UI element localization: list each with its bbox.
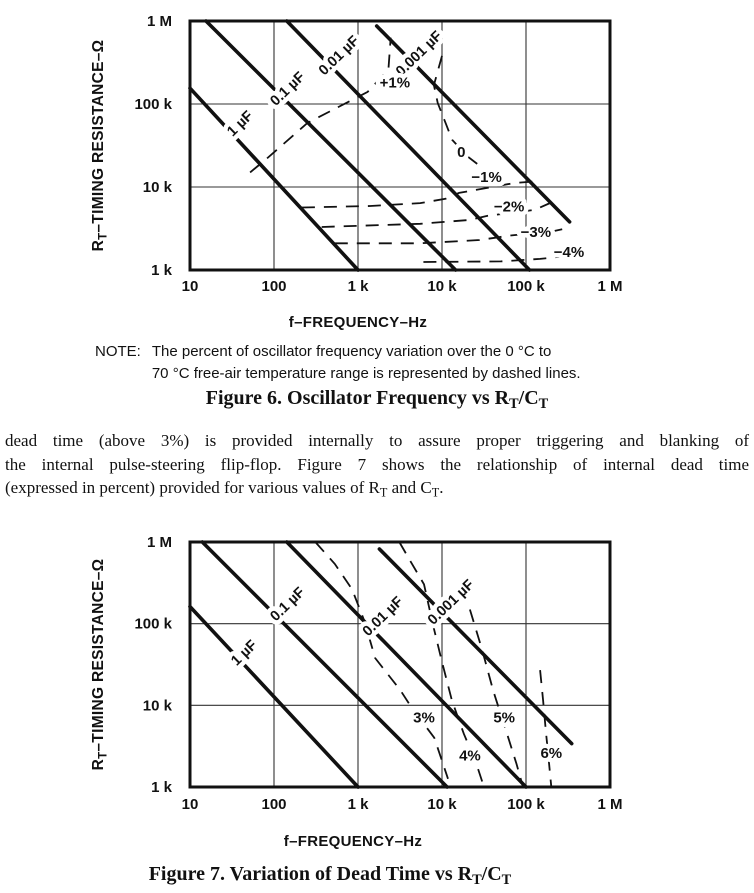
x-tick-100-k: 100 k (507, 278, 545, 295)
x-tick-100: 100 (261, 796, 286, 813)
x-tick-10: 10 (182, 278, 199, 295)
x-axis-title: f–FREQUENCY–Hz (289, 314, 427, 331)
x-tick-100-k: 100 k (507, 796, 545, 813)
series-line-0.001-F (377, 547, 574, 746)
y-tick-1-k: 1 k (151, 262, 173, 279)
figure6-chart: 1 µF0.1 µF0.01 µF 0.001 µF+1%0−1%−2%−3%−4… (90, 13, 623, 331)
series-line-1-F (188, 604, 360, 789)
series-line-0.1-F (200, 540, 449, 789)
contour-label-+1%: +1% (380, 75, 410, 92)
caption6-text: Figure 6. Oscillator Frequency vs R (205, 387, 510, 409)
contour-label-4%: 4% (459, 748, 481, 765)
x-tick-1-k: 1 k (348, 796, 370, 813)
y-tick-1-M: 1 M (147, 13, 172, 30)
caption7-sub2: T (501, 872, 512, 889)
x-tick-10-k: 10 k (427, 278, 457, 295)
contour-line-5% (469, 609, 524, 788)
note-text: The percent of oscillator frequency vari… (152, 341, 581, 385)
figure7-chart: 1 µF0.1 µF 0.01 µF 0.001 µF3%4%5%6%10 100 1 … (90, 534, 623, 850)
y-axis-title: RT–TIMING RESISTANCE–Ω (90, 40, 110, 252)
x-tick-100: 100 (261, 278, 286, 295)
x-tick-10-k: 10 k (427, 796, 457, 813)
contour-line-3% (314, 541, 449, 780)
caption6-sub1: T (509, 396, 519, 413)
body-line3: (expressed in percent) provided for vari… (5, 478, 444, 500)
contour-line-+1% (249, 37, 392, 174)
note-label: NOTE: (95, 343, 141, 360)
series-label-1-F: 1 µF (224, 108, 256, 140)
series-label-0.01-F: 0.01 µF (360, 594, 407, 640)
series-line-0.01-F (284, 19, 532, 272)
contour-label--2%: −2% (494, 198, 524, 215)
figure7-caption: Figure 7. Variation of Dead Time vs RT/C… (0, 863, 660, 889)
series-line-0.1-F (204, 19, 458, 272)
note-line2: 70 °C free-air temperature range is repr… (151, 365, 581, 382)
contour-line--1% (301, 180, 534, 209)
y-tick-1-M: 1 M (147, 534, 172, 551)
x-tick-1-M: 1 M (597, 278, 622, 295)
caption7-sub1: T (472, 872, 482, 889)
caption7-text2: /C (481, 863, 502, 885)
y-tick-1-k: 1 k (151, 779, 173, 796)
y-tick-10-k: 10 k (143, 697, 173, 714)
series-line-1-F (188, 86, 360, 272)
contour-label-3%: 3% (413, 709, 435, 726)
contour-line-4% (398, 541, 485, 788)
series-line-0.001-F (374, 24, 572, 224)
y-tick-100-k: 100 k (134, 616, 172, 633)
y-tick-100-k: 100 k (134, 96, 172, 113)
figure6-caption: Figure 6. Oscillator Frequency vs RT/CT (0, 387, 754, 413)
x-tick-1-M: 1 M (597, 796, 622, 813)
x-tick-10: 10 (182, 796, 199, 813)
contour-line-6% (539, 670, 553, 788)
series-line-0.01-F (284, 540, 528, 789)
x-tick-1-k: 1 k (348, 278, 370, 295)
y-axis-title: RT–TIMING RESISTANCE–Ω (90, 559, 110, 771)
x-axis-title: f–FREQUENCY–Hz (284, 833, 422, 850)
contour-label--1%: −1% (471, 169, 501, 186)
caption6-sub2: T (538, 396, 549, 413)
caption7-text: Figure 7. Variation of Dead Time vs R (148, 863, 473, 885)
body-paragraph: dead time (above 3%) is provided interna… (5, 429, 749, 505)
body-line1: dead time (above 3%) is provided interna… (5, 431, 749, 450)
figure6-note: NOTE: The percent of oscillator frequenc… (95, 341, 680, 385)
plot-frame (188, 19, 612, 272)
series-label-0.001-F: 0.001 µF (393, 28, 446, 80)
contour-label--3%: −3% (521, 224, 551, 241)
y-tick-10-k: 10 k (143, 179, 173, 196)
note-line1: The percent of oscillator frequency vari… (151, 343, 552, 360)
contour-label-5%: 5% (493, 709, 515, 726)
contour-line--3% (334, 228, 563, 245)
contour-label-6%: 6% (540, 745, 562, 762)
caption6-text2: /C (518, 387, 539, 409)
contour-label-0: 0 (457, 144, 465, 161)
contour-label--4%: −4% (554, 244, 584, 261)
plot-frame (188, 540, 612, 789)
body-line2: the internal pulse-steering flip-flop. F… (5, 454, 749, 474)
